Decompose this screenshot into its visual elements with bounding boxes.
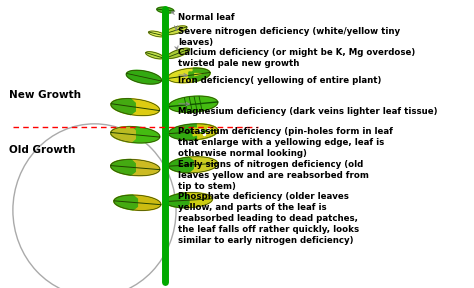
Polygon shape xyxy=(169,157,193,173)
Polygon shape xyxy=(111,99,160,115)
Polygon shape xyxy=(111,160,135,175)
Polygon shape xyxy=(167,48,190,58)
Polygon shape xyxy=(111,127,160,143)
Text: Normal leaf: Normal leaf xyxy=(178,13,235,22)
Polygon shape xyxy=(168,68,210,83)
Polygon shape xyxy=(114,195,137,210)
Polygon shape xyxy=(157,7,174,13)
Text: Potassium deficiency (pin-holes form in leaf
that enlarge with a yellowing edge,: Potassium deficiency (pin-holes form in … xyxy=(178,127,393,158)
Polygon shape xyxy=(165,193,212,208)
Polygon shape xyxy=(189,68,210,82)
Text: Old Growth: Old Growth xyxy=(9,145,75,155)
Polygon shape xyxy=(126,70,162,84)
Polygon shape xyxy=(111,160,160,176)
Text: Early signs of nitrogen deficiency (old
leaves yellow and are reabsorbed from
ti: Early signs of nitrogen deficiency (old … xyxy=(178,160,369,191)
Polygon shape xyxy=(169,96,218,112)
Text: Phosphate deficiency (older leaves
yellow, and parts of the leaf is
reabsorbed l: Phosphate deficiency (older leaves yello… xyxy=(178,192,359,245)
Polygon shape xyxy=(165,193,189,208)
Polygon shape xyxy=(169,124,218,140)
Polygon shape xyxy=(165,26,187,35)
Polygon shape xyxy=(114,195,161,211)
Text: Calcium deficiency (or might be K, Mg overdose)
twisted pale new growth: Calcium deficiency (or might be K, Mg ov… xyxy=(178,48,415,68)
Polygon shape xyxy=(111,127,135,142)
Polygon shape xyxy=(193,124,218,139)
Polygon shape xyxy=(169,157,218,173)
Text: Iron deficiency( yellowing of entire plant): Iron deficiency( yellowing of entire pla… xyxy=(178,76,382,85)
Text: Magnesium deficiency (dark veins lighter leaf tissue): Magnesium deficiency (dark veins lighter… xyxy=(178,107,438,115)
Text: New Growth: New Growth xyxy=(9,90,81,100)
Polygon shape xyxy=(148,31,165,37)
Polygon shape xyxy=(111,99,135,115)
Polygon shape xyxy=(146,52,164,59)
Text: Severe nitrogen deficiency (white/yellow tiny
leaves): Severe nitrogen deficiency (white/yellow… xyxy=(178,27,401,48)
